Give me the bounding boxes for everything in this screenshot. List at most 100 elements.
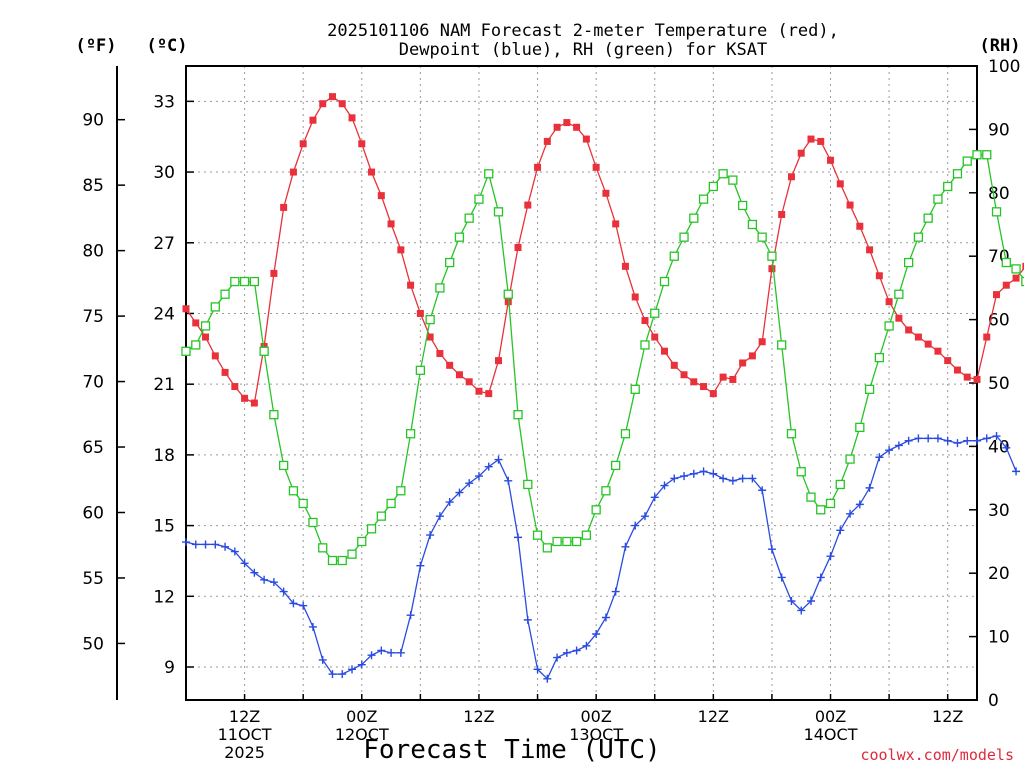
rh-point bbox=[181, 346, 191, 356]
dewpoint-point bbox=[836, 526, 845, 535]
temperature-point bbox=[270, 269, 278, 277]
dewpoint-point bbox=[846, 509, 855, 518]
rh-point bbox=[279, 460, 289, 471]
rh-point bbox=[991, 207, 1002, 217]
rh-point bbox=[591, 505, 601, 515]
rh-point bbox=[982, 150, 992, 160]
dewpoint-point bbox=[279, 587, 288, 596]
rh-tick-label: 100 bbox=[988, 57, 1020, 77]
temperature-point bbox=[846, 201, 854, 209]
rh-point bbox=[337, 555, 347, 566]
dewpoint-point bbox=[474, 472, 483, 481]
rh-tick-label: 60 bbox=[988, 311, 1010, 331]
temperature-point bbox=[514, 243, 522, 251]
rh-point bbox=[357, 536, 367, 547]
dewpoint-point bbox=[670, 474, 679, 483]
rh-tick-label: 80 bbox=[988, 184, 1010, 204]
temperature-point bbox=[895, 314, 903, 322]
rh-point bbox=[376, 511, 386, 521]
dewpoint-point bbox=[806, 597, 815, 606]
dewpoint-point bbox=[318, 655, 327, 664]
rh-point bbox=[318, 543, 328, 553]
dewpoint-point bbox=[992, 432, 1001, 441]
fahrenheit-tick-label: 70 bbox=[82, 373, 104, 393]
dewpoint-point bbox=[396, 648, 405, 657]
rh-point bbox=[308, 517, 318, 528]
dewpoint-point bbox=[416, 561, 425, 570]
data-series bbox=[181, 93, 1024, 683]
temperature-point bbox=[426, 333, 434, 341]
rh-tick-label: 90 bbox=[988, 120, 1010, 140]
dewpoint-point bbox=[592, 630, 601, 639]
dewpoint-point bbox=[758, 486, 767, 495]
rh-point bbox=[835, 479, 845, 490]
dewpoint-point bbox=[582, 641, 591, 650]
rh-point bbox=[220, 289, 230, 299]
dewpoint-point bbox=[514, 533, 523, 542]
temperature-point bbox=[543, 137, 551, 145]
rh-point bbox=[445, 257, 455, 268]
celsius-tick-label: 18 bbox=[153, 446, 175, 466]
dewpoint-point bbox=[523, 615, 532, 624]
dewpoint-point bbox=[308, 622, 317, 631]
temperature-point bbox=[299, 140, 307, 148]
rh-point bbox=[1021, 276, 1024, 287]
celsius-tick-label: 30 bbox=[153, 163, 175, 183]
rh-point bbox=[630, 384, 640, 394]
temperature-point bbox=[993, 291, 1001, 299]
rh-point bbox=[855, 422, 865, 433]
rh-point bbox=[786, 429, 797, 439]
rh-point bbox=[933, 194, 943, 204]
rh-point bbox=[718, 169, 728, 179]
celsius-tick-label: 12 bbox=[153, 587, 175, 607]
dewpoint-point bbox=[260, 575, 269, 584]
x-tick-label: 00Z bbox=[815, 707, 846, 726]
temperature-point bbox=[973, 375, 981, 383]
rh-point bbox=[962, 156, 972, 166]
temperature-point bbox=[621, 262, 629, 270]
temperature-point bbox=[934, 347, 942, 355]
x-tick-label: 12Z bbox=[932, 707, 963, 726]
rh-point bbox=[249, 276, 260, 287]
rh-point bbox=[757, 232, 767, 242]
fahrenheit-tick-label: 75 bbox=[82, 307, 104, 327]
dewpoint-point bbox=[738, 474, 747, 483]
dewpoint-point bbox=[572, 646, 581, 655]
rh-point bbox=[347, 549, 357, 559]
rh-point bbox=[396, 486, 406, 496]
dewpoint-point bbox=[357, 660, 366, 669]
rh-point bbox=[474, 194, 484, 204]
dewpoint-point bbox=[435, 512, 444, 521]
temperature-point bbox=[416, 309, 424, 317]
x-tick-label: 00Z bbox=[580, 707, 611, 726]
celsius-unit-label: (ºC) bbox=[147, 36, 188, 56]
celsius-tick-label: 21 bbox=[153, 375, 175, 395]
rh-point bbox=[601, 486, 611, 496]
rh-point bbox=[864, 384, 875, 394]
temperature-point bbox=[758, 338, 766, 346]
dewpoint-point bbox=[621, 542, 630, 551]
rh-point bbox=[288, 486, 299, 496]
temperature-point bbox=[280, 203, 288, 211]
dewpoint-point bbox=[924, 434, 933, 443]
rh-point bbox=[1011, 264, 1021, 274]
dewpoint-point bbox=[250, 568, 259, 577]
temperature-point bbox=[231, 383, 239, 391]
temperature-point bbox=[573, 123, 581, 131]
dewpoint-point bbox=[465, 479, 474, 488]
rh-point bbox=[298, 498, 308, 509]
rh-point bbox=[650, 308, 660, 318]
temperature-point bbox=[319, 100, 327, 108]
rh-point bbox=[405, 429, 416, 439]
rh-point bbox=[386, 498, 396, 509]
rh-point bbox=[464, 213, 474, 223]
x-tick-label: 12OCT bbox=[335, 725, 389, 744]
rh-point bbox=[952, 169, 963, 179]
temperature-point bbox=[211, 352, 219, 360]
temperature-point bbox=[192, 319, 200, 327]
temperature-point bbox=[729, 375, 737, 383]
fahrenheit-tick-label: 50 bbox=[82, 634, 104, 654]
fahrenheit-tick-label: 85 bbox=[82, 176, 104, 196]
dewpoint-point bbox=[553, 653, 562, 662]
